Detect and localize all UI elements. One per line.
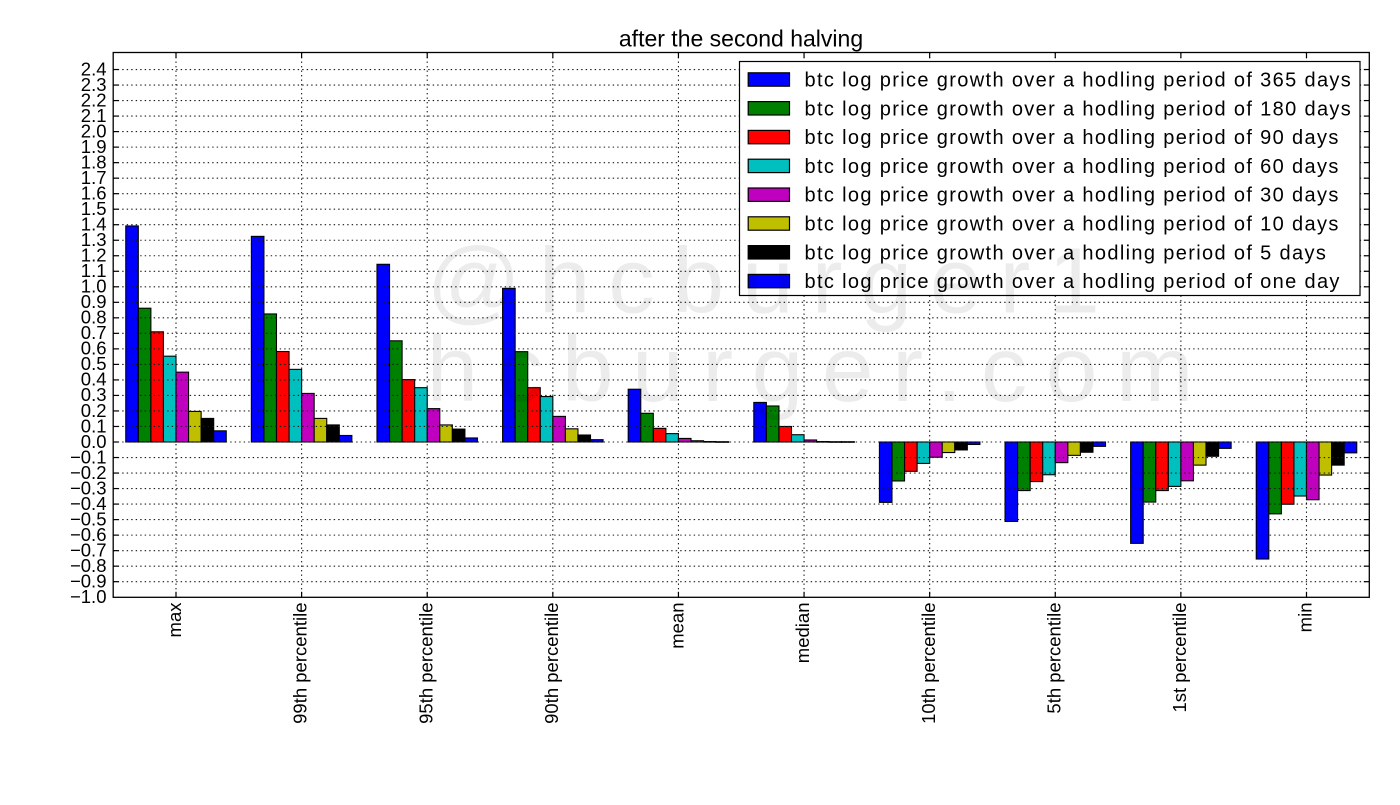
svg-text:5th percentile: 5th percentile [1043, 603, 1064, 714]
svg-text:−0.2: −0.2 [70, 462, 107, 483]
svg-text:0.0: 0.0 [81, 431, 107, 452]
svg-text:2.4: 2.4 [81, 58, 107, 79]
svg-text:99th percentile: 99th percentile [290, 603, 311, 724]
svg-text:btc log price growth over a ho: btc log price growth over a hodling peri… [805, 214, 1340, 236]
svg-text:0.8: 0.8 [81, 307, 107, 328]
svg-text:−0.4: −0.4 [70, 493, 107, 514]
svg-text:1.7: 1.7 [81, 167, 107, 188]
svg-text:0.1: 0.1 [81, 415, 107, 436]
svg-text:−0.8: −0.8 [70, 555, 107, 576]
svg-text:btc log price growth over a ho: btc log price growth over a hodling peri… [805, 271, 1341, 293]
svg-text:min: min [1295, 603, 1316, 633]
svg-text:1.0: 1.0 [81, 276, 107, 297]
svg-text:2.2: 2.2 [81, 89, 107, 110]
svg-text:1.4: 1.4 [81, 214, 107, 235]
svg-text:0.7: 0.7 [81, 322, 107, 343]
svg-text:2.3: 2.3 [81, 74, 107, 95]
svg-text:90th percentile: 90th percentile [541, 603, 562, 724]
svg-text:1st percentile: 1st percentile [1169, 603, 1190, 713]
svg-text:1.1: 1.1 [81, 260, 107, 281]
svg-text:1.5: 1.5 [81, 198, 107, 219]
svg-text:mean: mean [667, 603, 688, 649]
svg-text:median: median [792, 603, 813, 664]
svg-text:0.3: 0.3 [81, 384, 107, 405]
svg-text:max: max [164, 602, 185, 638]
svg-text:btc log price growth over a ho: btc log price growth over a hodling peri… [805, 70, 1353, 92]
svg-text:−0.3: −0.3 [70, 477, 107, 498]
svg-text:−0.9: −0.9 [70, 570, 107, 591]
svg-text:−0.7: −0.7 [70, 539, 107, 560]
svg-text:1.2: 1.2 [81, 245, 107, 266]
svg-text:2.1: 2.1 [81, 105, 107, 126]
svg-text:1.8: 1.8 [81, 151, 107, 172]
svg-text:2.0: 2.0 [81, 120, 107, 141]
svg-text:10th percentile: 10th percentile [918, 603, 939, 724]
svg-text:1.9: 1.9 [81, 136, 107, 157]
svg-text:@hcburger1: @hcburger1 [427, 229, 1118, 333]
svg-text:95th percentile: 95th percentile [415, 603, 436, 724]
svg-text:0.2: 0.2 [81, 400, 107, 421]
svg-text:−0.6: −0.6 [70, 524, 107, 545]
svg-text:1.3: 1.3 [81, 229, 107, 250]
svg-text:0.6: 0.6 [81, 338, 107, 359]
svg-text:btc log price growth over a ho: btc log price growth over a hodling peri… [805, 185, 1340, 207]
svg-text:btc log price growth over a ho: btc log price growth over a hodling peri… [805, 242, 1328, 264]
svg-text:after the second halving: after the second halving [619, 26, 863, 52]
svg-text:btc log price growth over a ho: btc log price growth over a hodling peri… [805, 98, 1353, 120]
svg-text:−0.1: −0.1 [70, 446, 107, 467]
svg-text:0.5: 0.5 [81, 353, 107, 374]
svg-text:btc log price growth over a ho: btc log price growth over a hodling peri… [805, 156, 1340, 178]
svg-text:btc log price growth over a ho: btc log price growth over a hodling peri… [805, 127, 1340, 149]
svg-text:−0.5: −0.5 [70, 508, 107, 529]
svg-text:hcburger.com: hcburger.com [427, 317, 1212, 421]
svg-text:0.9: 0.9 [81, 291, 107, 312]
svg-text:1.6: 1.6 [81, 182, 107, 203]
svg-text:0.4: 0.4 [81, 369, 107, 390]
svg-text:−1.0: −1.0 [70, 586, 107, 607]
